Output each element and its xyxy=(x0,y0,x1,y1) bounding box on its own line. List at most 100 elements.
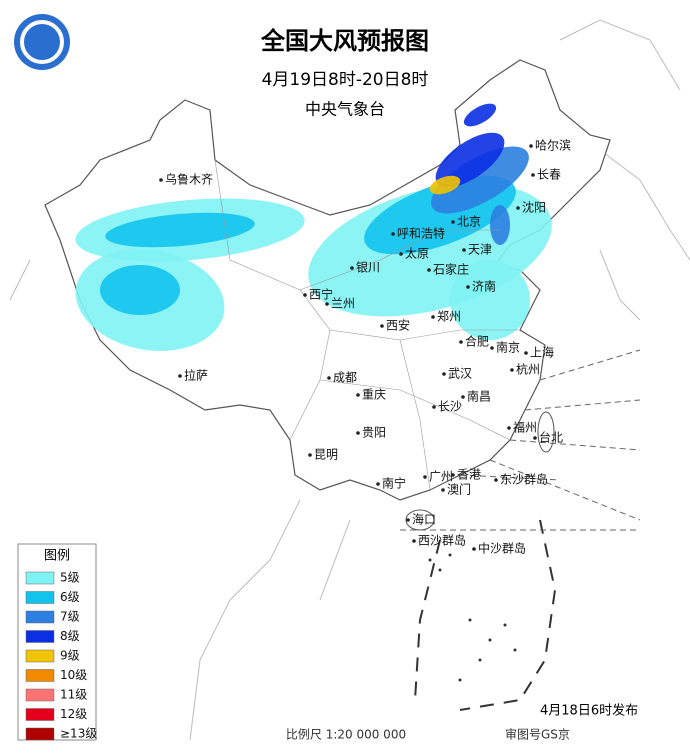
city-dot xyxy=(406,518,410,522)
city-dot xyxy=(451,473,455,477)
city-label: 天津 xyxy=(468,243,492,257)
city-label: 贵阳 xyxy=(362,426,386,440)
city-dot xyxy=(391,232,395,236)
legend-swatch xyxy=(25,669,55,682)
wind-zone xyxy=(100,265,180,315)
city-dot xyxy=(459,340,463,344)
city-label: 哈尔滨 xyxy=(535,138,571,153)
legend-swatch xyxy=(25,571,55,585)
neighbor-borders xyxy=(9,19,690,741)
city-label: 杭州 xyxy=(516,362,540,377)
city-dot xyxy=(327,376,331,380)
city-dot xyxy=(462,248,466,252)
city-dot xyxy=(472,547,476,551)
city-label: 拉萨 xyxy=(184,368,208,383)
city-dot xyxy=(376,482,380,486)
city-dot xyxy=(356,393,360,397)
city-dot xyxy=(356,431,360,435)
legend-label: ≥13级 xyxy=(60,727,97,741)
subtitle: 4月19日8时-20日8时 xyxy=(262,70,429,90)
city-label: 兰州 xyxy=(331,297,355,311)
city-dot xyxy=(442,372,446,376)
legend-swatch xyxy=(25,649,55,663)
legend-swatch xyxy=(25,610,55,624)
city-label: 太原 xyxy=(405,246,429,261)
city-label: 乌鲁木齐 xyxy=(165,172,213,187)
city-label: 西安 xyxy=(386,318,410,333)
islands xyxy=(428,553,517,682)
city-label: 长春 xyxy=(537,168,561,182)
city-label: 香港 xyxy=(457,468,481,482)
sea-lines xyxy=(400,349,641,531)
wind-zone xyxy=(450,260,530,340)
title: 全国大风预报图 xyxy=(260,27,429,55)
city-dot xyxy=(380,324,384,328)
city-label: 昆明 xyxy=(314,448,338,462)
legend-label: 10级 xyxy=(60,668,87,682)
wind-zone xyxy=(463,103,497,127)
city-label: 中沙群岛 xyxy=(478,541,526,556)
city-label: 澳门 xyxy=(447,482,471,497)
city-label: 长沙 xyxy=(438,400,462,414)
city-dot xyxy=(533,436,537,440)
city-label: 南京 xyxy=(496,340,520,355)
legend-label: 5级 xyxy=(60,571,80,585)
city-dot xyxy=(427,268,431,272)
city-dot xyxy=(412,539,416,543)
city-label: 西宁 xyxy=(309,287,333,302)
city-dot xyxy=(461,395,465,399)
issuer: 中央气象台 xyxy=(305,100,385,119)
city-label: 重庆 xyxy=(362,388,386,402)
city-dot xyxy=(494,478,498,482)
city-dot xyxy=(524,351,528,355)
logo xyxy=(14,14,70,70)
city-label: 北京 xyxy=(457,215,481,229)
sea-boundary xyxy=(414,519,557,711)
city-label: 合肥 xyxy=(465,334,489,349)
city-dot xyxy=(529,144,533,148)
legend-label: 8级 xyxy=(60,629,80,643)
city-label: 南昌 xyxy=(467,389,491,404)
city-label: 石家庄 xyxy=(433,262,469,277)
issued-time: 4月18日6时发布 xyxy=(540,703,638,719)
legend-label: 7级 xyxy=(60,610,80,624)
city-label: 海口 xyxy=(412,512,436,527)
city-dot xyxy=(507,426,511,430)
city-dot xyxy=(303,293,307,297)
city-label: 呼和浩特 xyxy=(397,226,445,241)
wind-zone xyxy=(105,212,255,248)
city-dot xyxy=(399,252,403,256)
city-label: 银川 xyxy=(356,261,380,275)
legend: 5级 6级 7级 8级 9级 10级 11级 12级 ≥13级 xyxy=(25,571,97,741)
city-label: 福州 xyxy=(513,420,537,435)
scale: 比例尺 1:20 000 000 xyxy=(286,728,406,742)
city-dot xyxy=(325,302,329,306)
legend-swatch xyxy=(25,591,55,604)
city-label: 武汉 xyxy=(448,367,472,381)
city-label: 广州 xyxy=(429,470,453,484)
city-label: 沈阳 xyxy=(522,200,546,215)
city-dot xyxy=(490,346,494,350)
wind-zone xyxy=(435,132,505,188)
city-label: 南宁 xyxy=(382,476,406,491)
city-dot xyxy=(466,285,470,289)
legend-title: 图例 xyxy=(44,549,70,564)
city-dot xyxy=(178,374,182,378)
legend-label: 11级 xyxy=(60,688,87,702)
legend-swatch xyxy=(25,727,55,741)
wind-zone xyxy=(490,205,510,245)
city-dot xyxy=(432,405,436,409)
city-dot xyxy=(510,368,514,372)
legend-swatch xyxy=(25,630,55,643)
city-dot xyxy=(516,206,520,210)
legend-label: 6级 xyxy=(60,590,80,604)
city-dot xyxy=(423,475,427,479)
city-label: 西沙群岛 xyxy=(418,533,466,548)
city-label: 济南 xyxy=(472,279,496,294)
city-dot xyxy=(441,488,445,492)
city-label: 成都 xyxy=(333,371,357,385)
city-dot xyxy=(308,453,312,457)
legend-label: 12级 xyxy=(60,707,87,721)
